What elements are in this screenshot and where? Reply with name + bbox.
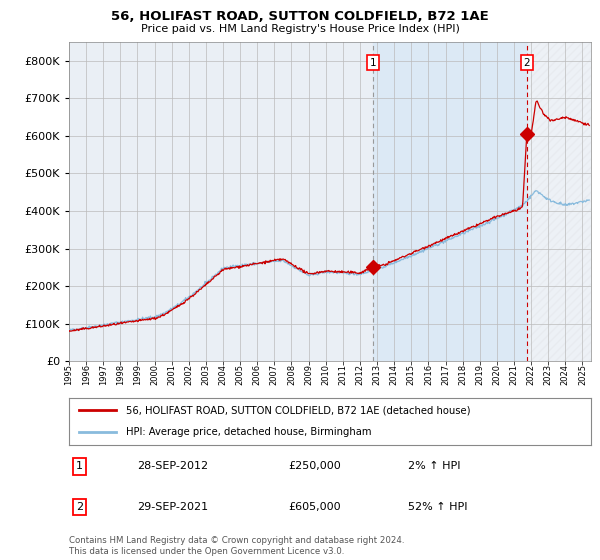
Text: 2009: 2009 [304,364,313,385]
Text: 2016: 2016 [424,364,433,385]
Text: 2022: 2022 [527,364,536,385]
Text: £250,000: £250,000 [288,461,341,472]
Text: Price paid vs. HM Land Registry's House Price Index (HPI): Price paid vs. HM Land Registry's House … [140,24,460,34]
Text: 1998: 1998 [116,364,125,385]
Text: 1: 1 [76,461,83,472]
Text: 2017: 2017 [441,364,450,385]
Text: 2003: 2003 [202,364,211,385]
Text: 2002: 2002 [184,364,193,385]
Text: 2006: 2006 [253,364,262,385]
Text: 2% ↑ HPI: 2% ↑ HPI [409,461,461,472]
Bar [527,42,599,361]
Text: 2018: 2018 [458,364,467,385]
Text: 2014: 2014 [389,364,398,385]
Text: 2021: 2021 [509,364,518,385]
Text: 2012: 2012 [355,364,364,385]
Text: 1999: 1999 [133,364,142,385]
Text: 2004: 2004 [218,364,227,385]
Bar [527,42,591,361]
Text: 1: 1 [370,58,376,68]
Text: 2000: 2000 [150,364,159,385]
Text: 2: 2 [76,502,83,512]
Text: 52% ↑ HPI: 52% ↑ HPI [409,502,468,512]
Text: Contains HM Land Registry data © Crown copyright and database right 2024.
This d: Contains HM Land Registry data © Crown c… [69,536,404,556]
Bar [373,42,527,361]
Text: £605,000: £605,000 [288,502,341,512]
Text: 2007: 2007 [270,364,279,385]
Text: 2023: 2023 [544,364,553,385]
Text: 2020: 2020 [493,364,502,385]
Text: 1995: 1995 [65,364,74,385]
Text: 2: 2 [524,58,530,68]
Text: 2013: 2013 [373,364,382,385]
Text: 29-SEP-2021: 29-SEP-2021 [137,502,208,512]
Text: 2008: 2008 [287,364,296,385]
Text: 56, HOLIFAST ROAD, SUTTON COLDFIELD, B72 1AE: 56, HOLIFAST ROAD, SUTTON COLDFIELD, B72… [111,10,489,22]
Text: 2010: 2010 [321,364,330,385]
Text: 2025: 2025 [578,364,587,385]
Text: 2005: 2005 [236,364,245,385]
Text: 56, HOLIFAST ROAD, SUTTON COLDFIELD, B72 1AE (detached house): 56, HOLIFAST ROAD, SUTTON COLDFIELD, B72… [127,405,471,416]
Text: 2024: 2024 [561,364,570,385]
Text: 28-SEP-2012: 28-SEP-2012 [137,461,208,472]
Text: 2019: 2019 [475,364,484,385]
Text: 1996: 1996 [82,364,91,385]
Text: HPI: Average price, detached house, Birmingham: HPI: Average price, detached house, Birm… [127,427,372,437]
Text: 1997: 1997 [99,364,108,385]
Text: 2015: 2015 [407,364,416,385]
Text: 2011: 2011 [338,364,347,385]
Text: 2001: 2001 [167,364,176,385]
